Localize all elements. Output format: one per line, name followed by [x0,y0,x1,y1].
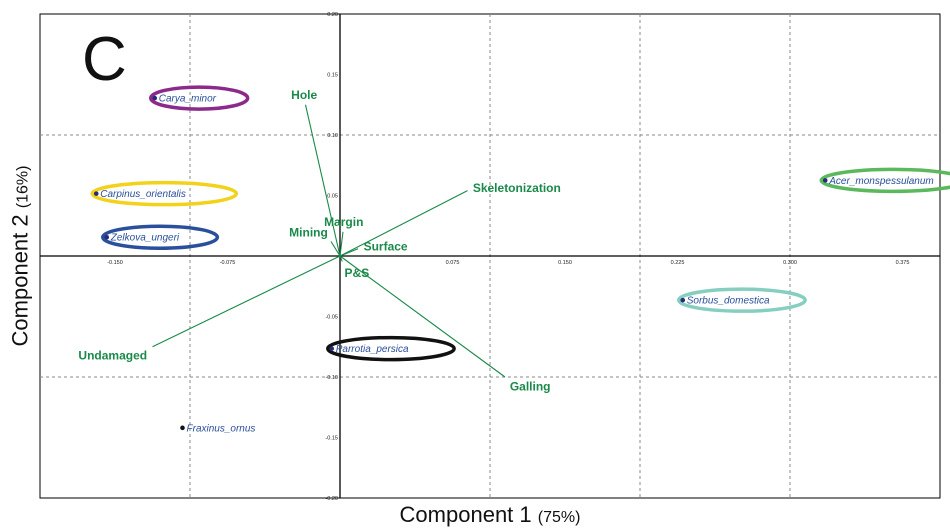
vector-label: P&S [345,266,370,280]
vector-label: Undamaged [78,348,147,362]
point-label: Zelkova_ungeri [110,233,180,244]
x-tick-label: 0.300 [783,260,797,266]
data-point [329,346,335,351]
vector-line [339,255,506,378]
point-label: Fraxinus_ornus [187,423,256,434]
vector-line [339,190,468,257]
y-tick-label: -0.15 [325,436,338,442]
x-axis-label: Component 1 [399,502,532,527]
x-tick-label: 0.150 [558,260,572,266]
data-point [180,425,185,431]
point-label: Parrotia_persica [336,344,409,355]
point-label: Acer_monspessulanum [828,176,934,187]
data-point [93,191,99,196]
tick-labels: -0.150 -0.075 0.075 0.150 0.225 0.300 0.375 0.2… [107,12,909,502]
y-axis-percent: (16%) [14,165,31,209]
vector-line [339,231,344,257]
x-tick-label: -0.075 [220,260,236,266]
x-tick-label: -0.150 [107,260,123,266]
x-axis-title: Component 1 (75%) [40,502,940,528]
point-ring [101,224,220,250]
vector-label: Margin [324,215,363,229]
y-tick-label: -0.05 [325,315,338,321]
point-ring [677,287,807,313]
y-tick-label: 0.05 [327,194,338,200]
data-point [822,178,828,183]
y-tick-label: 0.10 [327,133,338,139]
data-point [680,297,686,303]
point-label: Sorbus_domestica [687,296,770,307]
y-tick-label: -0.10 [325,375,338,381]
y-axis-label: Component 2 [7,214,32,347]
y-tick-label: -0.20 [325,496,338,502]
vector-line [339,248,359,257]
vector-line [304,104,341,257]
y-tick-label: 0.20 [327,12,338,18]
vector-line [330,241,341,257]
panel-label: C [82,25,127,94]
point-ring [149,85,250,111]
y-axis-title-wrap: Component 2 (16%) [0,14,40,498]
x-tick-label: 0.075 [446,260,460,266]
data-point [152,95,158,101]
vector-label: Hole [291,88,317,102]
grid-lines [40,14,940,498]
data-point [104,234,110,240]
vector-label: Mining [289,225,328,239]
point-label: Carpinus_orientalis [100,189,186,200]
y-axis-title: Component 2 (16%) [7,166,33,347]
data-points: Carya_minor Carpinus_orientalis Zelkova_un… [90,85,950,434]
y-tick-label: 0.15 [327,73,338,79]
x-tick-label: 0.375 [896,260,910,266]
vector-label: Galling [510,380,551,394]
x-axis-percent: (75%) [537,509,581,526]
point-label: Carya_minor [159,94,217,105]
vector-line [152,255,341,348]
vector-label: Surface [364,239,408,253]
point-ring [326,335,456,362]
vector-label: Skeletonization [473,181,561,195]
point-ring [90,180,239,207]
point-ring [819,167,950,194]
x-tick-label: 0.225 [671,260,685,266]
